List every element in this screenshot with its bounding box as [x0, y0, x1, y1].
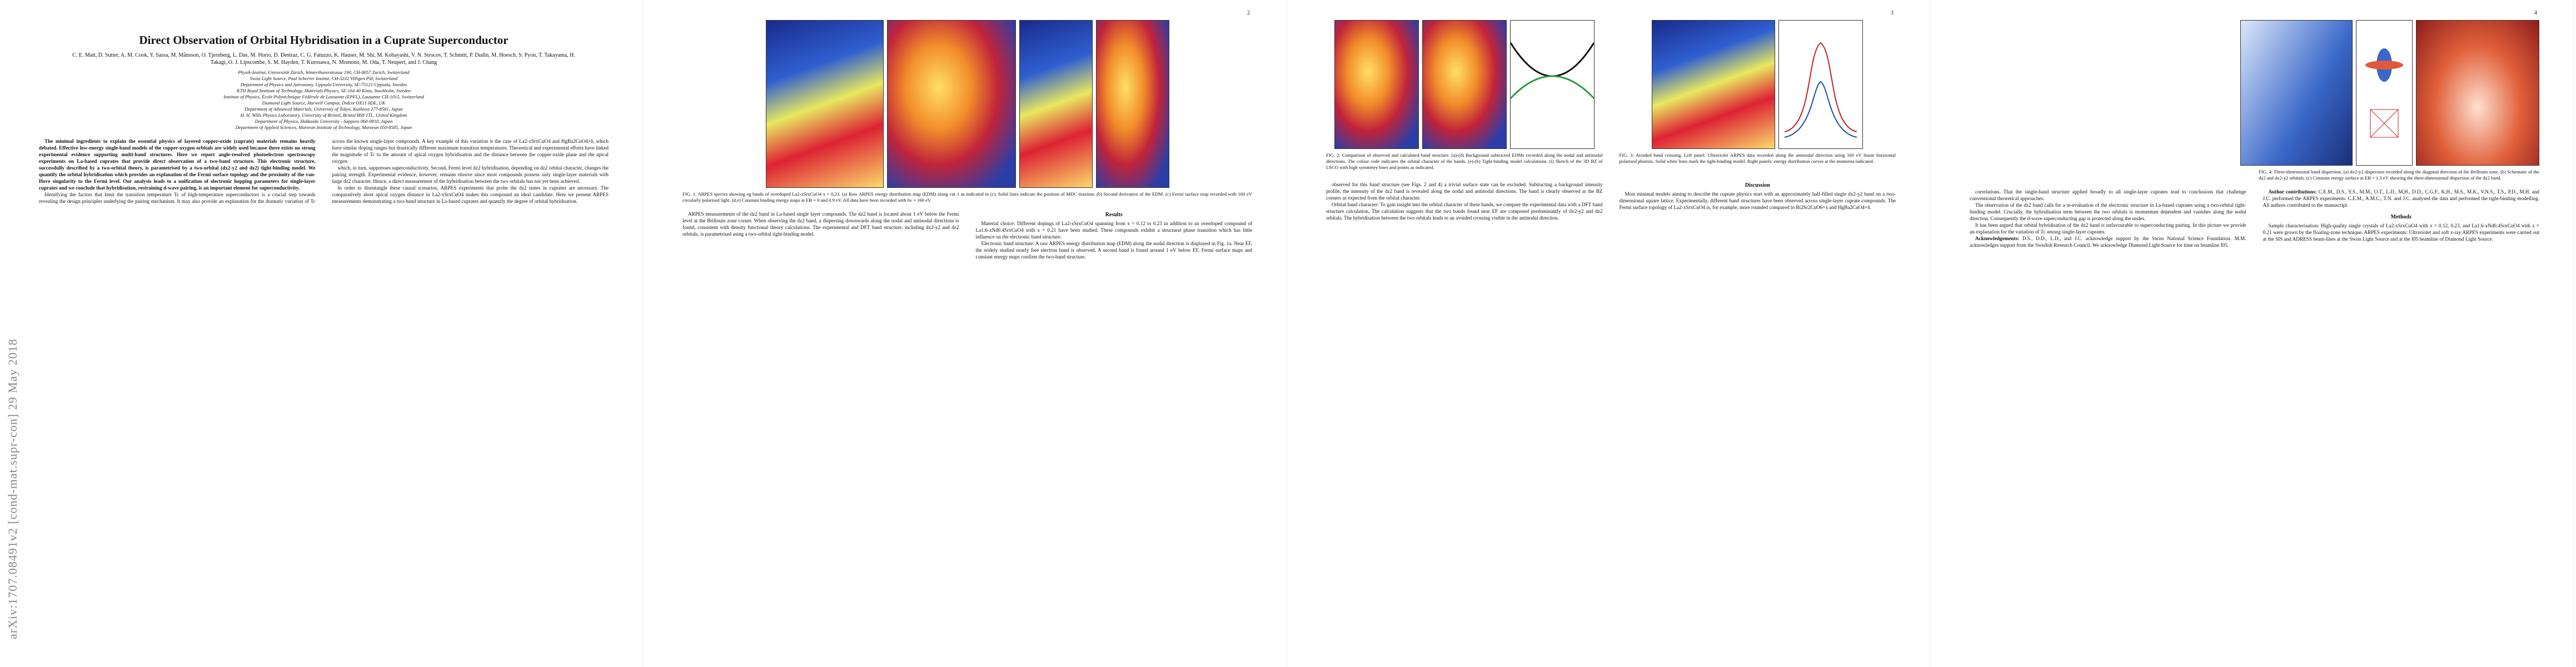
figure-caption: FIG. 2: Comparison of observed and calcu…: [1326, 152, 1603, 170]
body-columns: correlations. That the single-band struc…: [1970, 189, 2539, 249]
contributions-heading: Author contributions:: [2268, 189, 2317, 195]
figure-panel: [1334, 20, 1419, 149]
affiliation: H. H. Wills Physics Laboratory, Universi…: [240, 112, 407, 118]
figure-panel: [2356, 20, 2413, 166]
arxiv-stamp: arXiv:1707.08491v2 [cond-mat.supr-con] 2…: [6, 339, 19, 639]
paragraph: Sample characterisation: High-quality si…: [2263, 222, 2540, 242]
page-number: 4: [2534, 10, 2537, 16]
section-heading: Discussion: [1745, 182, 1770, 188]
acknowledgements-text: D.S., D.D., L.D., and J.C. acknowledge s…: [1970, 235, 2246, 248]
paragraph: observed for this band structure (see Fi…: [1326, 182, 1603, 201]
figure-panel: [1778, 20, 1864, 149]
affiliation: Physik-Institut, Universität Zürich, Win…: [238, 69, 410, 75]
body-columns: observed for this band structure (see Fi…: [1326, 182, 1896, 222]
page-number: 3: [1891, 10, 1894, 16]
figure-panel: [2416, 20, 2539, 166]
paragraph: correlations. That the single-band struc…: [1970, 189, 2246, 201]
figure-panels: [1620, 20, 1896, 149]
section-heading: Results: [1105, 212, 1123, 218]
paragraph: ARPES measurements of the dz2 band in La…: [682, 211, 959, 237]
orbital-sketch: [2365, 48, 2403, 138]
figure-panels: [1326, 20, 1603, 149]
paragraph: Orbital band character: To gain insight …: [1326, 201, 1603, 221]
affiliation: Institute of Physics, École Polytechniqu…: [223, 94, 424, 100]
affiliation: Department of Advanced Materials, Univer…: [245, 106, 403, 112]
figure-caption: FIG. 3: Avoided band crossing. Left pane…: [1619, 152, 1896, 164]
body-columns: ARPES measurements of the dz2 band in La…: [682, 211, 1252, 261]
paragraph: Most minimal models aiming to describe t…: [1619, 191, 1896, 210]
band-sketch: [1509, 42, 1595, 99]
figure-panel: [1652, 20, 1776, 149]
affiliation: Department of Applied Sciences, Muroran …: [235, 125, 412, 131]
paragraph: which, in turn, suppresses superconducti…: [332, 165, 609, 185]
figure-panel: [765, 20, 884, 188]
acknowledgements: Acknowledgements: D.S., D.D., L.D., and …: [1970, 236, 2246, 249]
figure-row: FIG. 2: Comparison of observed and calcu…: [1326, 20, 1896, 174]
edc-sketch: [1785, 42, 1857, 138]
contributions-text: C.E.M., D.S., Y.S., M.M., O.T., L.D., M.…: [2263, 189, 2540, 208]
affiliation: Department of Physics and Astronomy, Upp…: [240, 82, 407, 88]
page: 3 FIG. 2: Comparison of observed and cal…: [1287, 0, 1931, 667]
author-contributions: Author contributions: C.E.M., D.S., Y.S.…: [2263, 189, 2540, 209]
affiliation: Department of Physics, Hokkaido Universi…: [255, 118, 393, 125]
acknowledgements-heading: Acknowledgements:: [1975, 235, 2020, 241]
paper-title: Direct Observation of Orbital Hybridisat…: [139, 33, 509, 47]
paragraph: It has been argued that orbital hybridis…: [1970, 222, 2246, 235]
figure-2: FIG. 2: Comparison of observed and calcu…: [1326, 20, 1603, 174]
paragraph: The observation of the dz2 band calls fo…: [1970, 202, 2246, 221]
figure-caption: FIG. 1: ARPES spectra showing eg bands o…: [682, 191, 1252, 203]
paragraph: Identifying the factors that limit the t…: [39, 138, 609, 205]
body-columns: The minimal ingredients to explain the e…: [39, 138, 609, 205]
figure-4: [1970, 20, 2539, 166]
affiliation: Swiss Light Source, Paul Scherrer Instit…: [250, 76, 398, 82]
affiliations: Physik-Institut, Universität Zürich, Win…: [83, 69, 564, 131]
figure-caption: FIG. 4: Three-dimensional band dispersio…: [2259, 169, 2539, 181]
abstract: The minimal ingredients to explain the e…: [39, 138, 316, 191]
paragraph: Electronic band structure: A raw ARPES e…: [975, 240, 1253, 260]
paragraph: In order to disentangle these causal sce…: [332, 185, 609, 205]
paragraph: Material choice: Different dopings of La…: [975, 221, 1253, 240]
authors: C. E. Matt, D. Sutter, A. M. Cook, Y. Sa…: [72, 52, 575, 66]
figure-3: FIG. 3: Avoided band crossing. Left pane…: [1620, 20, 1896, 174]
affiliation: Diamond Light Source, Harwell Campus, Di…: [262, 100, 386, 106]
page: 2 FIG. 1: ARPES spectra showing eg bands…: [644, 0, 1287, 667]
page: 4 FIG. 4: Three-dimensional band dispers…: [1931, 0, 2574, 667]
figure-panel: [1019, 20, 1093, 188]
figure-panel: [1422, 20, 1507, 149]
figure-panel: [1509, 20, 1595, 149]
page-number: 2: [1247, 10, 1250, 16]
affiliation: KTH Royal Institute of Technology, Mater…: [237, 88, 411, 94]
figure-panel: [886, 20, 1016, 188]
figure-panel: [1095, 20, 1169, 188]
figure-panel: [2240, 20, 2353, 166]
section-heading: Methods: [2390, 213, 2411, 220]
page: arXiv:1707.08491v2 [cond-mat.supr-con] 2…: [0, 0, 644, 667]
figure-1: [682, 20, 1252, 188]
